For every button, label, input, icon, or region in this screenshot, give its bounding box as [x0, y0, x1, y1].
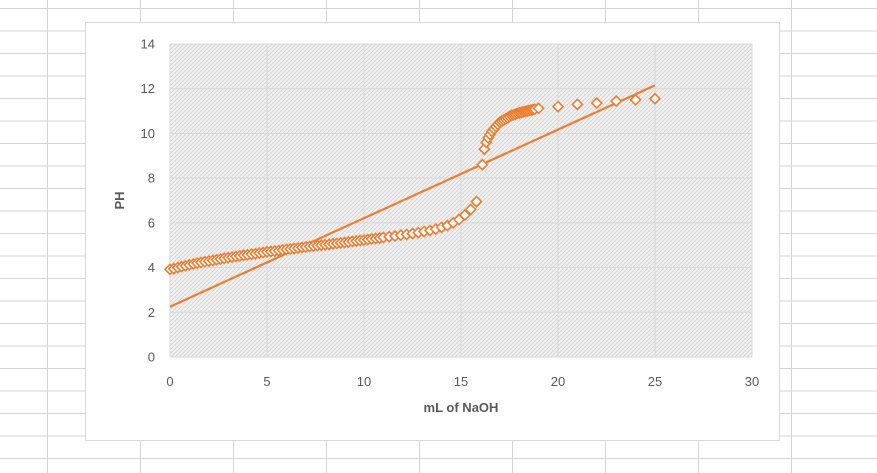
data-point — [610, 94, 623, 108]
data-point — [571, 98, 584, 111]
x-tick-label: 15 — [454, 374, 468, 389]
y-tick-label: 12 — [141, 81, 155, 96]
y-tick-label: 2 — [148, 305, 155, 320]
y-tick-label: 10 — [141, 126, 155, 141]
x-tick-label: 0 — [166, 374, 173, 389]
data-points — [163, 92, 662, 276]
x-tick-label: 10 — [357, 374, 371, 389]
data-point — [476, 158, 489, 171]
y-tick-label: 0 — [148, 350, 155, 365]
data-point — [648, 92, 662, 105]
x-axis-title: mL of NaOH — [424, 400, 499, 415]
y-tick-label: 6 — [148, 215, 155, 230]
x-tick-label: 25 — [648, 374, 662, 389]
x-tick-label: 5 — [263, 374, 270, 389]
data-point — [590, 96, 603, 110]
data-point — [464, 203, 477, 216]
trendline — [169, 84, 656, 308]
y-tick-label: 8 — [148, 171, 155, 186]
trendline-layer — [169, 84, 656, 308]
y-axis-title: PH — [112, 191, 127, 209]
y-tick-label: 4 — [148, 260, 155, 275]
x-tick-label: 30 — [745, 374, 759, 389]
x-tick-label: 20 — [551, 374, 565, 389]
data-point — [532, 102, 545, 115]
y-tick-label: 14 — [141, 37, 155, 52]
data-point — [629, 93, 642, 107]
data-point — [458, 208, 472, 222]
data-point — [551, 100, 565, 113]
tick-labels: 0 2 4 6 8 10 12 14 0 5 10 15 20 25 30 — [141, 37, 760, 390]
data-point — [470, 195, 483, 208]
